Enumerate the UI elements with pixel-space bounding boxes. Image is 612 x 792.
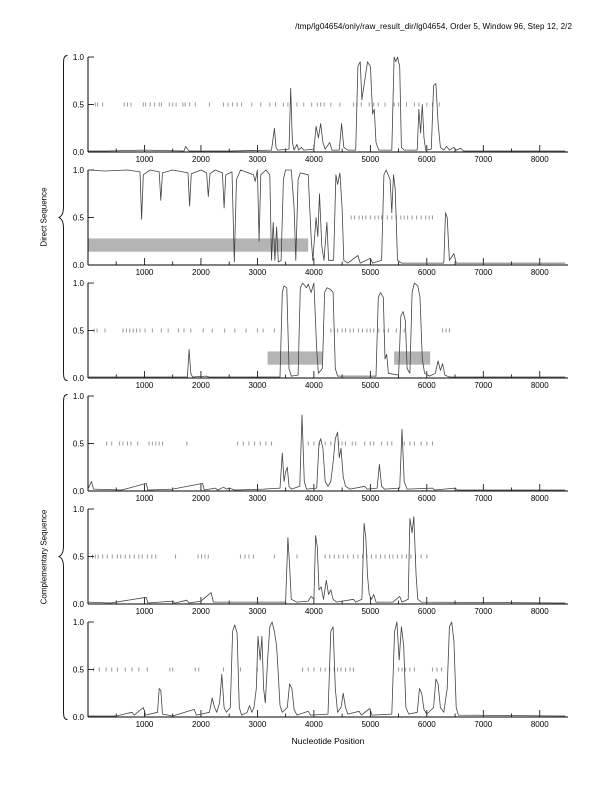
y-tick-label: 1.0 — [73, 392, 85, 401]
x-tick-label: 4000 — [305, 494, 323, 503]
y-tick-label: 1.0 — [73, 53, 85, 62]
y-tick-label: 1.0 — [73, 166, 85, 175]
plot-title: /tmp/lg04654/only/raw_result_dir/lg04654… — [295, 22, 572, 31]
x-tick-label: 1000 — [136, 381, 154, 390]
probability-curve — [87, 516, 566, 604]
x-tick-label: 7000 — [474, 155, 492, 164]
x-tick-label: 6000 — [418, 381, 436, 390]
x-tick-label: 3000 — [249, 268, 267, 277]
x-tick-label: 1000 — [136, 720, 154, 729]
x-tick-label: 5000 — [361, 607, 379, 616]
x-tick-label: 5000 — [361, 268, 379, 277]
x-tick-label: 5000 — [361, 494, 379, 503]
y-tick-label: 0.5 — [73, 440, 85, 449]
x-tick-label: 1000 — [136, 155, 154, 164]
x-tick-label: 1000 — [136, 607, 154, 616]
gray-region-bar — [88, 238, 309, 252]
y-tick-label: 0.0 — [73, 148, 85, 157]
x-tick-label: 3000 — [249, 607, 267, 616]
x-tick-label: 7000 — [474, 494, 492, 503]
x-tick-label: 7000 — [474, 607, 492, 616]
probability-curve — [87, 414, 566, 491]
direct-group-brace — [58, 55, 68, 381]
x-tick-label: 3000 — [249, 155, 267, 164]
panel-plot: 1.0 0.5 0.0 1000 2000 3000 4000 5000 6000 7000 800… — [73, 392, 568, 503]
x-tick-label: 2000 — [192, 381, 210, 390]
y-tick-label: 1.0 — [73, 618, 85, 627]
x-tick-label: 4000 — [305, 607, 323, 616]
y-tick-label: 0.5 — [73, 214, 85, 223]
x-tick-label: 2000 — [192, 155, 210, 164]
x-tick-label: 2000 — [192, 494, 210, 503]
y-tick-label: 1.0 — [73, 279, 85, 288]
x-tick-label: 6000 — [418, 155, 436, 164]
gray-region-bar — [267, 351, 323, 365]
complementary-group-brace — [58, 394, 68, 720]
panel-plot: 1.0 0.5 0.0 1000 2000 3000 4000 5000 6000 7000 800… — [73, 505, 568, 616]
probability-curve — [88, 56, 566, 152]
y-tick-label: 0.0 — [73, 487, 85, 496]
x-tick-label: 8000 — [531, 494, 549, 503]
y-tick-label: 0.0 — [73, 374, 85, 383]
x-tick-label: 7000 — [474, 381, 492, 390]
y-tick-label: 0.0 — [73, 600, 85, 609]
y-tick-label: 0.5 — [73, 101, 85, 110]
probability-curve — [88, 282, 566, 378]
x-axis-label: Nucleotide Position — [291, 736, 365, 746]
x-tick-label: 6000 — [418, 607, 436, 616]
x-tick-label: 2000 — [192, 720, 210, 729]
x-tick-label: 6000 — [418, 720, 436, 729]
x-tick-label: 6000 — [418, 494, 436, 503]
gray-region-bar — [394, 351, 431, 365]
x-tick-label: 8000 — [531, 720, 549, 729]
x-tick-label: 7000 — [474, 720, 492, 729]
panel-plot: 1.0 0.5 0.0 1000 2000 3000 4000 5000 6000 7000 800… — [73, 166, 568, 277]
x-tick-label: 8000 — [531, 381, 549, 390]
x-tick-label: 2000 — [192, 607, 210, 616]
x-tick-label: 4000 — [305, 381, 323, 390]
x-tick-label: 6000 — [418, 268, 436, 277]
x-tick-label: 8000 — [531, 607, 549, 616]
x-tick-label: 7000 — [474, 268, 492, 277]
x-tick-label: 4000 — [305, 155, 323, 164]
x-tick-label: 2000 — [192, 268, 210, 277]
probability-curve — [88, 621, 566, 717]
y-tick-label: 0.0 — [73, 713, 85, 722]
x-tick-label: 5000 — [361, 155, 379, 164]
y-tick-label: 1.0 — [73, 505, 85, 514]
x-tick-label: 1000 — [136, 268, 154, 277]
panel-plot: 1.0 0.5 0.0 1000 2000 3000 4000 5000 6000 7000 800… — [73, 618, 568, 729]
x-tick-label: 8000 — [531, 268, 549, 277]
panel-plot: 1.0 0.5 0.0 1000 2000 3000 4000 5000 6000 7000 800… — [73, 53, 568, 164]
x-tick-label: 5000 — [361, 720, 379, 729]
x-tick-label: 4000 — [305, 720, 323, 729]
x-tick-label: 3000 — [249, 720, 267, 729]
x-tick-label: 1000 — [136, 494, 154, 503]
y-tick-label: 0.5 — [73, 666, 85, 675]
x-tick-label: 3000 — [249, 494, 267, 503]
x-tick-label: 5000 — [361, 381, 379, 390]
y-tick-label: 0.5 — [73, 553, 85, 562]
y-tick-label: 0.0 — [73, 261, 85, 270]
probability-curve — [87, 169, 566, 264]
x-tick-label: 4000 — [305, 268, 323, 277]
y-tick-label: 0.5 — [73, 327, 85, 336]
x-tick-label: 8000 — [531, 155, 549, 164]
x-tick-label: 3000 — [249, 381, 267, 390]
panel-plot: 1.0 0.5 0.0 1000 2000 3000 4000 5000 6000 7000 800… — [73, 279, 568, 390]
